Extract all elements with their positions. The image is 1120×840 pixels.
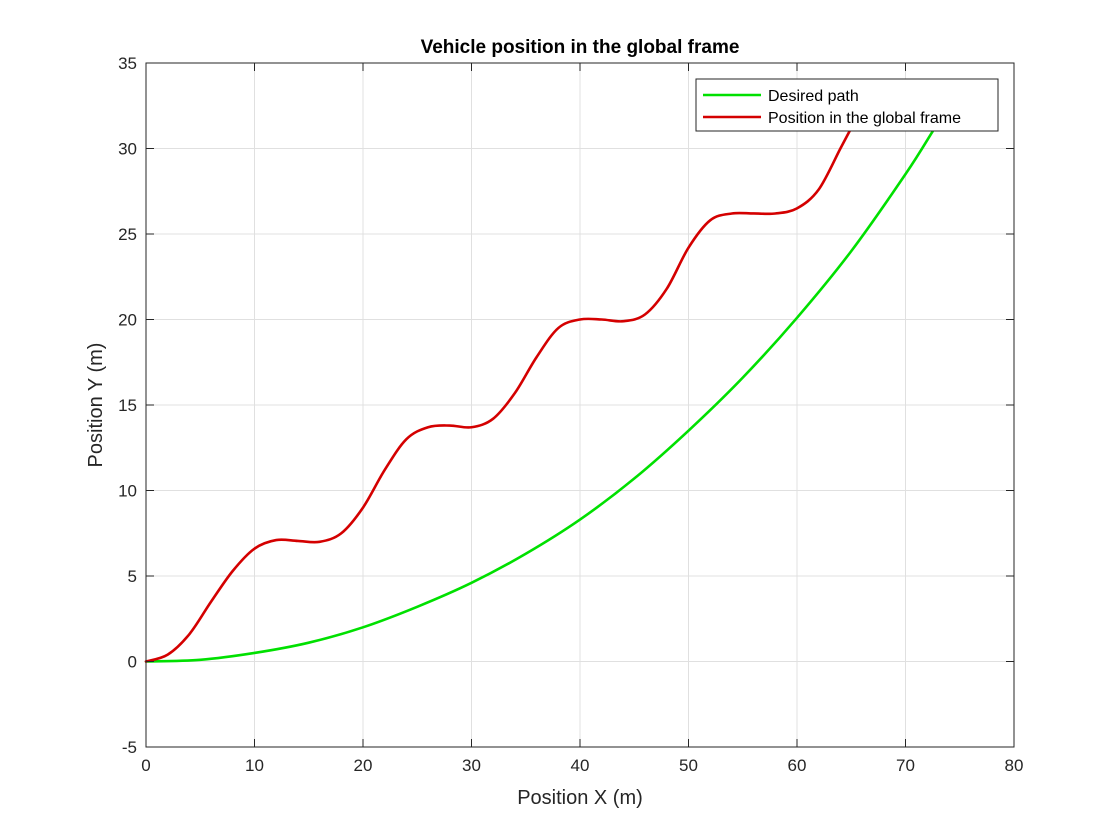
x-tick-label: 70 [896, 756, 915, 775]
grid [146, 63, 1014, 747]
y-tick-label: 25 [118, 225, 137, 244]
y-tick-label: 5 [128, 567, 137, 586]
y-tick-label: 20 [118, 311, 137, 330]
series-layer [144, 126, 934, 663]
chart-title: Vehicle position in the global frame [421, 37, 740, 58]
legend: Desired path Position in the global frame [695, 78, 999, 132]
y-axis-label: Position Y (m) [85, 343, 107, 468]
x-tick-label: 40 [571, 756, 590, 775]
x-tick-label: 60 [788, 756, 807, 775]
x-tick-label: 50 [679, 756, 698, 775]
x-tick-label: 0 [141, 756, 150, 775]
series-line-vehicle-position [144, 126, 853, 663]
y-tick-label: 15 [118, 396, 137, 415]
y-tick-label: 30 [118, 140, 137, 159]
y-tick-label: 10 [118, 482, 137, 501]
legend-entry: Position in the global frame [768, 110, 961, 127]
legend-box [695, 78, 999, 132]
y-tick-label: 0 [128, 653, 137, 672]
x-tick-label: 20 [354, 756, 373, 775]
series-line-desired-path [144, 130, 934, 663]
x-tick-label: 80 [1005, 756, 1024, 775]
legend-entry: Desired path [768, 88, 859, 105]
x-tick-label: 10 [245, 756, 264, 775]
y-tick-label: -5 [122, 738, 137, 757]
x-axis-label: Position X (m) [517, 787, 643, 809]
x-tick-label: 30 [462, 756, 481, 775]
y-tick-label: 35 [118, 54, 137, 73]
